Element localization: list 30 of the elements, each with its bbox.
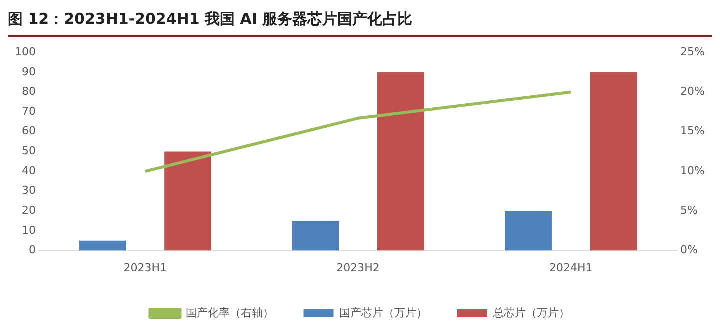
legend-label: 国产化率（右轴） xyxy=(186,306,274,320)
y-tick-label: 100 xyxy=(14,45,36,58)
y-tick-label: 0 xyxy=(28,244,36,257)
y2-tick-label: 20% xyxy=(680,85,706,98)
bar xyxy=(292,221,340,251)
y2-tick-label: 5% xyxy=(680,204,698,218)
y-tick-label: 90 xyxy=(22,65,36,78)
y-tick-label: 80 xyxy=(22,85,36,98)
legend-label: 国产芯片（万片） xyxy=(339,306,428,320)
y-tick-label: 30 xyxy=(22,184,36,198)
y-tick-label: 40 xyxy=(22,164,36,178)
bar xyxy=(505,211,552,251)
y-tick-label: 10 xyxy=(22,224,36,237)
y2-tick-label: 15% xyxy=(680,124,706,138)
bar xyxy=(79,240,126,251)
y-tick-label: 60 xyxy=(22,124,36,138)
bar xyxy=(377,72,424,251)
legend-label: 总芯片（万片） xyxy=(492,306,570,320)
chart-title: 图 12：2023H1-2024H1 我国 AI 服务器芯片国产化占比 xyxy=(8,8,712,37)
y2-tick-label: 0% xyxy=(680,244,698,257)
y-tick-label: 20 xyxy=(22,204,36,218)
bar xyxy=(590,72,638,251)
y-tick-label: 70 xyxy=(22,104,36,118)
x-tick-label: 2023H1 xyxy=(124,261,168,274)
x-tick-label: 2024H1 xyxy=(549,261,593,274)
x-tick-label: 2023H2 xyxy=(336,261,380,274)
bar xyxy=(164,152,212,251)
y2-tick-label: 25% xyxy=(680,45,706,58)
y-tick-label: 50 xyxy=(22,144,36,158)
y2-tick-label: 10% xyxy=(680,164,706,178)
